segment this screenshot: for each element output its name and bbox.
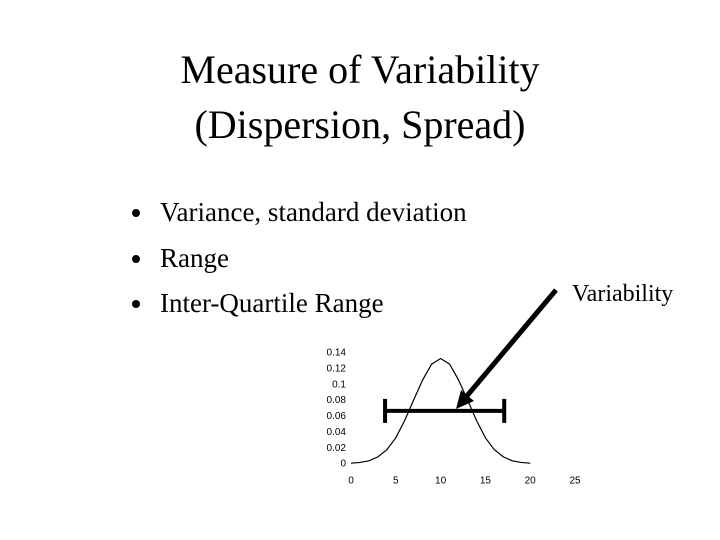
y-tick-label: 0.14 (327, 348, 347, 359)
x-tick-label: 15 (480, 476, 492, 487)
title-line: Measure of Variability (180, 47, 539, 92)
bullet-text: Range (160, 243, 229, 273)
bullet-text: Inter-Quartile Range (160, 288, 384, 318)
y-tick-label: 0.04 (327, 427, 347, 438)
x-tick-label: 20 (525, 476, 537, 487)
x-tick-label: 25 (569, 476, 581, 487)
y-tick-label: 0.06 (327, 411, 347, 422)
x-tick-label: 5 (393, 476, 399, 487)
bullet-text: Variance, standard deviation (160, 197, 467, 227)
y-tick-label: 0 (340, 459, 346, 470)
bullet-dot (132, 300, 140, 308)
y-tick-label: 0.02 (327, 443, 347, 454)
bullet-dot (132, 255, 140, 263)
y-tick-label: 0.08 (327, 395, 347, 406)
bullet-dot (132, 209, 140, 217)
chart: 0 0.02 0.04 0.06 0.08 0.1 0.12 0.14 0 5 10 15 20 25 (327, 348, 581, 487)
bullet-list: Variance, standard deviation Range Inter… (132, 197, 467, 318)
y-tick-label: 0.1 (332, 379, 346, 390)
title-line: (Dispersion, Spread) (194, 102, 525, 147)
arrow (456, 288, 558, 409)
y-tick-label: 0.12 (327, 363, 347, 374)
arrow-head (456, 390, 474, 409)
x-tick-label: 10 (435, 476, 447, 487)
arrow-shaft (464, 288, 558, 399)
annotation: Variability (572, 281, 673, 307)
x-tick-label: 0 (348, 476, 354, 487)
curve (350, 357, 531, 464)
